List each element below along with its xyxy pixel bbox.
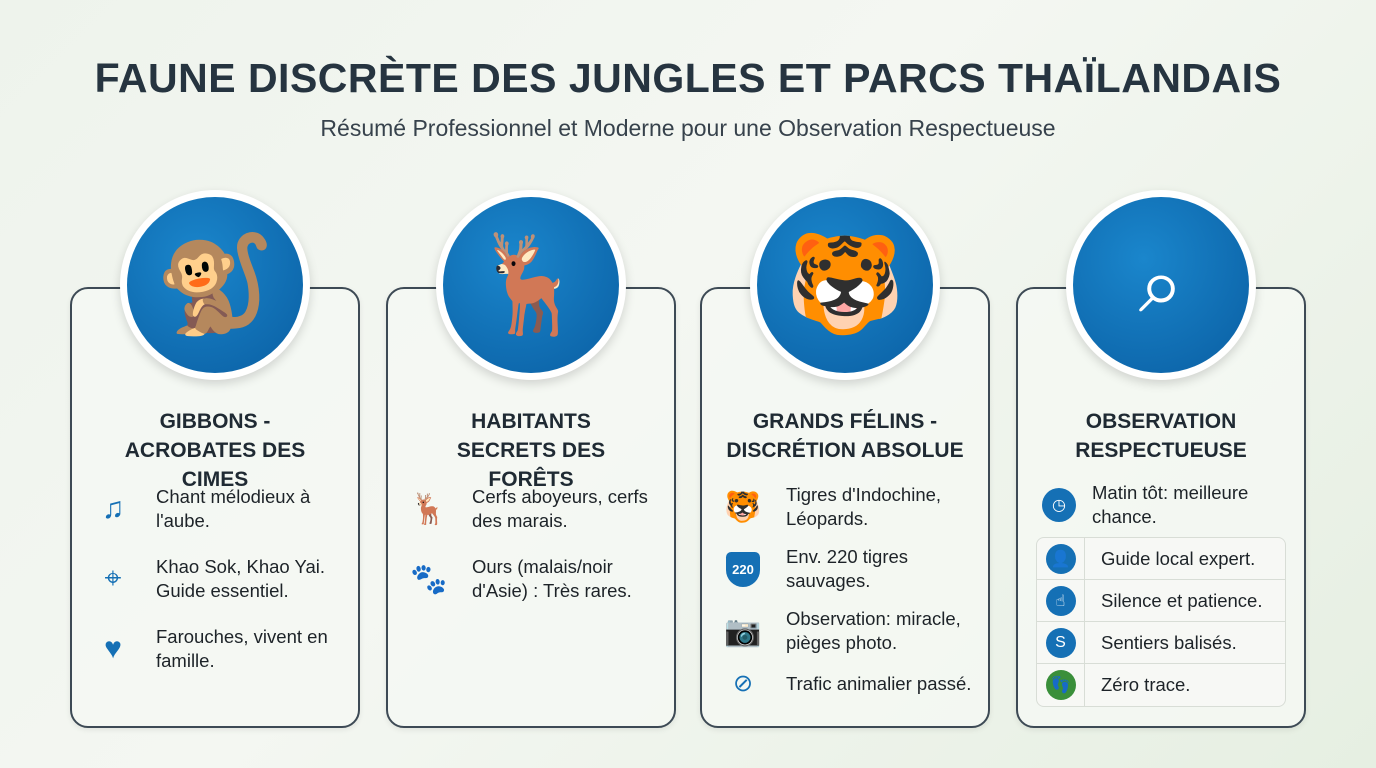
list-item: 🐾 Ours (malais/noir d'Asie) : Très rares. bbox=[404, 555, 664, 603]
list-item: ⌖ Khao Sok, Khao Yai. Guide essentiel. bbox=[88, 555, 348, 603]
item-text: Trafic animalier passé. bbox=[786, 672, 972, 694]
item-text: Ours (malais/noir d'Asie) : Très rares. bbox=[472, 556, 632, 601]
table-row: 👤 Guide local expert. bbox=[1037, 538, 1285, 580]
row-text: Guide local expert. bbox=[1101, 547, 1256, 569]
list-item: 220 Env. 220 tigres sauvages. bbox=[718, 545, 978, 593]
music-note-icon: ♫ bbox=[101, 492, 125, 525]
binoculars-icon: ⌕ bbox=[1073, 197, 1249, 373]
gibbon-badge: 🐒 bbox=[120, 190, 310, 380]
deer-icon: 🦌 bbox=[443, 197, 619, 373]
no-trafficking-icon: ⊘ bbox=[732, 670, 754, 697]
table-row: ☝ Silence et patience. bbox=[1037, 580, 1285, 622]
tiger-badge: 🐯 bbox=[750, 190, 940, 380]
deer-icon: 🦌 bbox=[410, 492, 448, 526]
tips-table: 👤 Guide local expert. ☝ Silence et patienc… bbox=[1036, 537, 1286, 707]
row-text: Silence et patience. bbox=[1101, 589, 1263, 611]
table-row: 👣 Zéro trace. bbox=[1037, 664, 1285, 706]
guide-icon: 👤 bbox=[1045, 543, 1076, 574]
monkey-family-icon: ♥ bbox=[104, 632, 122, 665]
list-item: ◷ Matin tôt: meilleure chance. bbox=[1036, 481, 1286, 529]
clock-icon: ◷ bbox=[1042, 488, 1076, 522]
gibbon-icon: 🐒 bbox=[127, 197, 303, 373]
shield-paw-icon: 220 bbox=[718, 551, 768, 587]
item-text: Cerfs aboyeurs, cerfs des marais. bbox=[472, 486, 648, 531]
item-text: Env. 220 tigres sauvages. bbox=[786, 546, 909, 591]
tiger-icon: 🐯 bbox=[724, 490, 762, 524]
card-title: GIBBONS - ACROBATES DES CIMES bbox=[124, 410, 306, 491]
card-title: GRANDS FÉLINS - DISCRÉTION ABSOLUE bbox=[726, 410, 964, 462]
camera-icon: 📷 bbox=[724, 614, 762, 648]
list-item: 🦌 Cerfs aboyeurs, cerfs des marais. bbox=[404, 485, 664, 533]
page-title: FAUNE DISCRÈTE DES JUNGLES ET PARCS THAÏ… bbox=[94, 55, 1282, 101]
item-text: Tigres d'Indochine, Léopards. bbox=[786, 484, 942, 529]
card-forest: HABITANTS SECRETS DES FORÊTS 🦌 Cerfs aboy… bbox=[386, 287, 676, 728]
tiger-icon: 🐯 bbox=[757, 197, 933, 373]
deer-badge: 🦌 bbox=[436, 190, 626, 380]
page-subtitle: Résumé Professionnel et Moderne pour une… bbox=[320, 115, 1056, 141]
list-item: 📷 Observation: miracle, pièges photo. bbox=[718, 607, 978, 655]
paw-icon: 🐾 bbox=[410, 562, 448, 596]
item-text: Farouches, vivent en famille. bbox=[156, 626, 328, 671]
row-text: Zéro trace. bbox=[1101, 674, 1191, 695]
list-item: ⊘ Trafic animalier passé. bbox=[718, 669, 978, 698]
row-text: Sentiers balisés. bbox=[1101, 631, 1237, 653]
silence-icon: ☝ bbox=[1045, 585, 1076, 616]
card-title: OBSERVATION RESPECTUEUSE bbox=[1075, 410, 1247, 462]
map-pin-icon: ⌖ bbox=[104, 562, 122, 595]
trail-icon: S bbox=[1045, 627, 1076, 658]
table-row: S Sentiers balisés. bbox=[1037, 622, 1285, 664]
item-text: Chant mélodieux à l'aube. bbox=[156, 486, 311, 531]
item-text: Khao Sok, Khao Yai. Guide essentiel. bbox=[156, 556, 326, 601]
item-text: Matin tôt: meilleure chance. bbox=[1092, 482, 1249, 527]
list-item: ♫ Chant mélodieux à l'aube. bbox=[88, 485, 348, 533]
list-item: ♥ Farouches, vivent en famille. bbox=[88, 625, 348, 673]
item-text: Observation: miracle, pièges photo. bbox=[786, 608, 961, 653]
list-item: 🐯 Tigres d'Indochine, Léopards. bbox=[718, 483, 978, 531]
card-title: HABITANTS SECRETS DES FORÊTS bbox=[456, 410, 606, 491]
footprint-icon: 👣 bbox=[1045, 670, 1076, 700]
binoculars-badge: ⌕ bbox=[1066, 190, 1256, 380]
